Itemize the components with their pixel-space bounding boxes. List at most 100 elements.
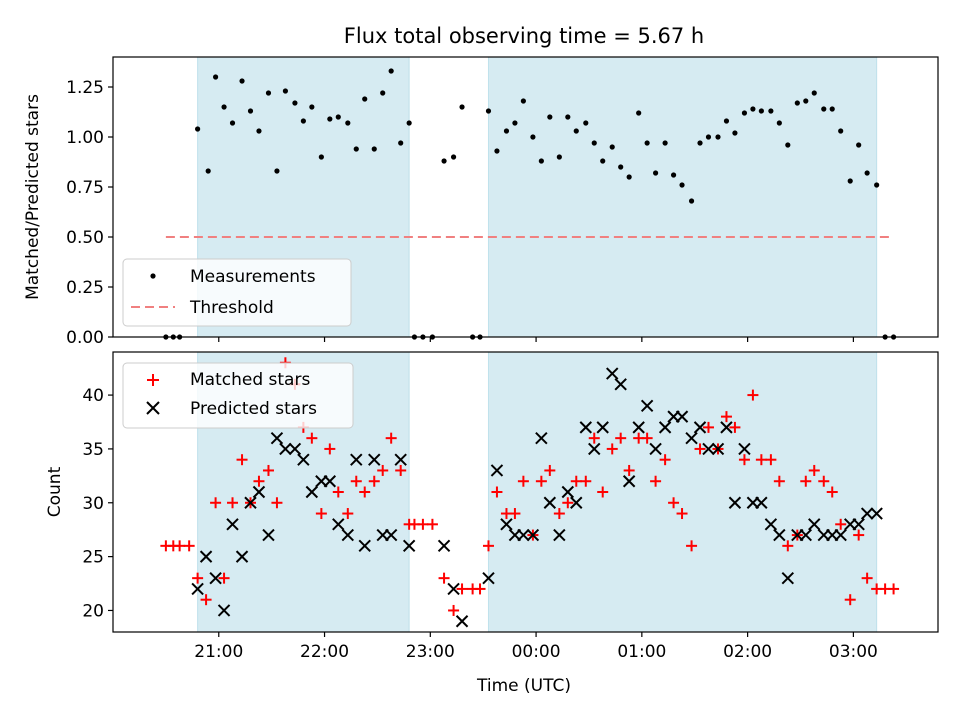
measurements-point	[300, 118, 306, 124]
matched-stars-point	[720, 411, 732, 423]
measurements-point	[362, 96, 368, 102]
matched-stars-point	[218, 572, 230, 584]
measurements-point	[503, 128, 510, 134]
measurements-point	[785, 142, 791, 148]
matched-stars-point	[210, 497, 222, 509]
predicted-stars-point	[764, 518, 778, 531]
predicted-stars-point	[852, 518, 865, 531]
matched-stars-point	[580, 475, 592, 487]
legend-threshold-label: Threshold	[189, 298, 274, 318]
measurements-point	[838, 128, 844, 134]
measurements-point	[636, 110, 642, 116]
predicted-stars-point	[526, 528, 540, 542]
legend-measurements-label: Measurements	[190, 267, 316, 287]
matched-stars-point	[342, 508, 354, 520]
bottom-xtick-label: 02:00	[723, 642, 772, 662]
predicted-stars-point	[191, 582, 204, 596]
measurements-point	[573, 128, 579, 134]
measurements-point	[583, 120, 589, 126]
matched-stars-point	[482, 540, 494, 552]
matched-stars-point	[606, 443, 618, 455]
measurements-point	[847, 178, 853, 184]
predicted-stars-point	[217, 604, 231, 617]
predicted-stars-point	[226, 518, 239, 531]
predicted-stars-point	[632, 421, 645, 434]
bottom-xtick-label: 21:00	[194, 642, 243, 662]
matched-stars-point	[818, 475, 830, 487]
bottom-xlabel: Time (UTC)	[476, 676, 571, 696]
matched-stars-point	[800, 475, 812, 487]
predicted-stars-point	[270, 431, 284, 445]
matched-stars-point	[738, 454, 750, 466]
measurements-point	[776, 120, 782, 126]
top-ytick-label: 0.00	[66, 328, 104, 348]
measurements-point	[591, 140, 597, 146]
measurements-point	[538, 158, 544, 164]
matched-stars-point	[888, 583, 900, 595]
legend-matched-marker	[147, 374, 159, 386]
matched-stars-point	[385, 432, 397, 444]
predicted-stars-point	[368, 453, 381, 466]
measurements-point	[679, 182, 685, 188]
measurements-point	[644, 140, 650, 146]
predicted-stars-point	[702, 442, 715, 456]
measurements-point	[256, 128, 262, 134]
measurements-point	[441, 158, 447, 164]
legend-measurements-marker	[150, 273, 156, 279]
predicted-stars-point	[570, 496, 583, 509]
measurements-point	[856, 142, 862, 148]
measurements-point	[811, 90, 817, 96]
predicted-stars-point	[640, 399, 654, 413]
matched-stars-point	[509, 508, 521, 520]
predicted-stars-point	[490, 464, 504, 477]
predicted-stars-point	[199, 550, 213, 563]
bottom-xtick-label: 01:00	[617, 642, 666, 662]
predicted-stars-point	[773, 528, 786, 542]
matched-stars-point	[747, 389, 759, 401]
predicted-stars-point	[305, 485, 319, 499]
predicted-stars-point	[870, 507, 883, 520]
measurements-point	[750, 106, 756, 112]
predicted-stars-point	[720, 421, 733, 434]
measurements-point	[758, 108, 764, 114]
predicted-stars-point	[500, 518, 513, 531]
bottom-xtick-label: 03:00	[829, 642, 878, 662]
measurements-point	[309, 104, 315, 110]
matched-stars-point	[174, 540, 186, 552]
predicted-stars-point	[808, 518, 821, 531]
predicted-stars-point	[579, 421, 592, 434]
measurements-point	[229, 120, 236, 126]
bottom-ylabel: Count	[45, 466, 65, 517]
matched-stars-point	[200, 594, 212, 606]
legend-predicted-label: Predicted stars	[190, 399, 317, 419]
measurements-point	[274, 168, 280, 174]
measurements-point	[239, 78, 245, 84]
bottom-xtick-label: 00:00	[512, 642, 561, 662]
measurements-point	[205, 168, 211, 174]
matched-stars-point	[588, 432, 600, 444]
matched-stars-point	[641, 432, 653, 444]
predicted-stars-point	[394, 453, 407, 466]
matched-stars-point	[808, 464, 820, 476]
measurements-point	[398, 140, 404, 146]
matched-stars-point	[729, 421, 741, 433]
measurements-point	[494, 148, 500, 154]
measurements-point	[565, 114, 571, 120]
predicted-stars-point	[209, 571, 222, 585]
matched-stars-point	[359, 486, 371, 498]
matched-stars-point	[765, 454, 777, 466]
measurements-point	[327, 116, 333, 122]
measurements-point	[512, 120, 518, 126]
measurements-point	[715, 134, 721, 140]
measurements-point	[520, 98, 526, 104]
measurements-point	[618, 164, 624, 170]
bottom-ytick-label: 25	[82, 548, 104, 568]
top-ytick-label: 1.00	[66, 128, 104, 148]
measurements-point	[195, 126, 201, 132]
top-ytick-label: 0.75	[66, 178, 104, 198]
matched-stars-point	[686, 540, 698, 552]
matched-stars-point	[676, 508, 688, 520]
measurements-point	[609, 144, 615, 150]
bottom-shaded-span-1	[487, 351, 878, 633]
predicted-stars-point	[606, 367, 619, 380]
